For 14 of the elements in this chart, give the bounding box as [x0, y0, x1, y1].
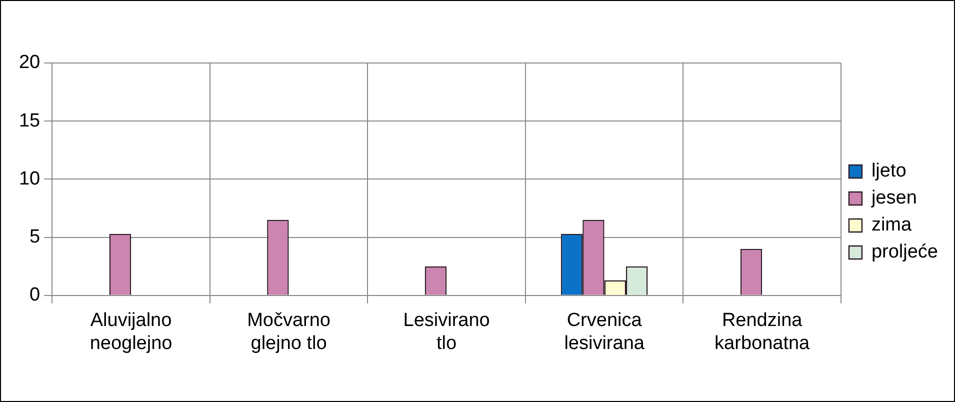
y-tick-label: 5	[30, 226, 40, 248]
y-tick-label: 20	[18, 52, 40, 74]
legend-label: proljeće	[871, 242, 938, 263]
legend-label: zima	[871, 214, 912, 236]
legend-label: jesen	[870, 188, 917, 209]
x-tick-label: Aluvijalno neoglejno	[90, 310, 172, 354]
legend-label: ljeto	[871, 160, 906, 182]
x-tick-label: Crvenica lesivirana	[564, 310, 645, 354]
y-tick-label: 0	[30, 284, 40, 306]
y-tick-label: 15	[18, 110, 40, 132]
x-tick-label: Rendzina karbonatna	[714, 310, 810, 354]
x-tick-label: Močvarno glejno tlo	[247, 310, 330, 354]
y-tick-label: 10	[18, 168, 40, 190]
x-tick-label: Lesivirano tlo	[403, 310, 490, 354]
